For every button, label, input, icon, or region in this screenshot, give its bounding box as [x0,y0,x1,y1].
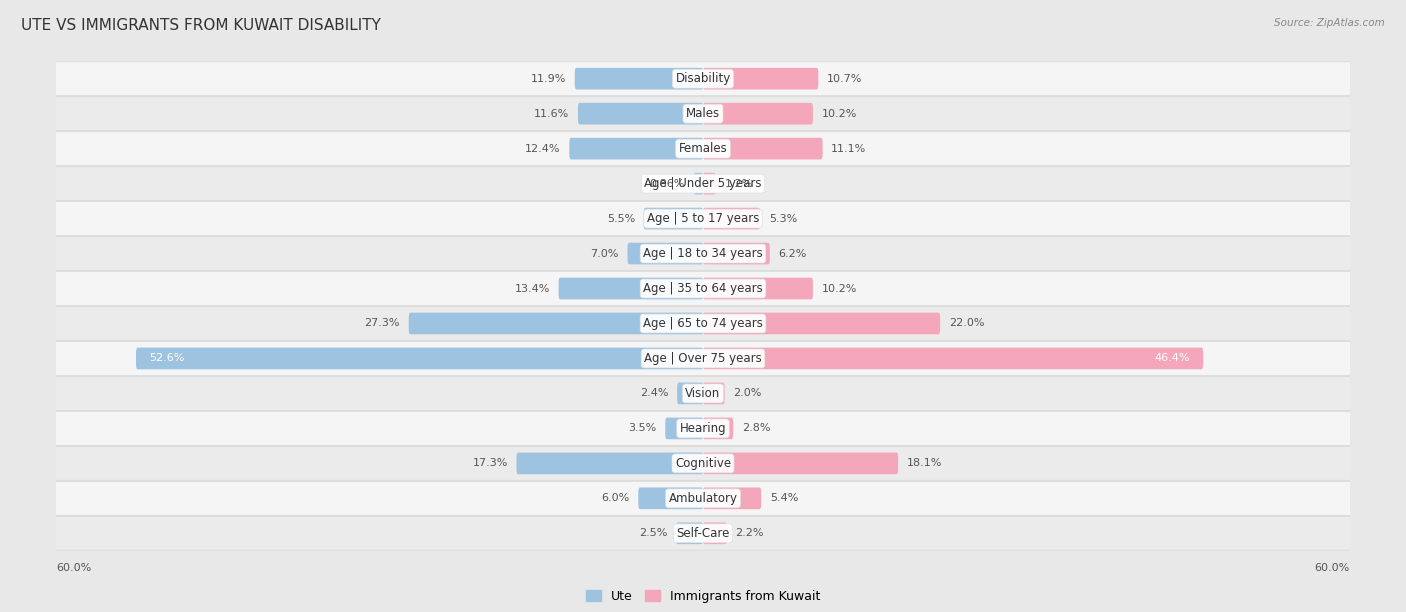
Text: Ambulatory: Ambulatory [668,492,738,505]
Text: Self-Care: Self-Care [676,527,730,540]
FancyBboxPatch shape [13,132,1393,165]
FancyBboxPatch shape [703,348,1204,369]
FancyBboxPatch shape [13,341,1393,375]
Text: Disability: Disability [675,72,731,85]
FancyBboxPatch shape [703,173,716,195]
FancyBboxPatch shape [644,207,703,230]
FancyBboxPatch shape [13,97,1393,130]
Text: 6.0%: 6.0% [602,493,630,503]
Text: Age | 5 to 17 years: Age | 5 to 17 years [647,212,759,225]
FancyBboxPatch shape [638,488,703,509]
FancyBboxPatch shape [676,523,703,544]
Text: 11.1%: 11.1% [831,144,866,154]
Text: 2.0%: 2.0% [733,389,762,398]
FancyBboxPatch shape [703,243,770,264]
Text: 52.6%: 52.6% [149,354,184,364]
Legend: Ute, Immigrants from Kuwait: Ute, Immigrants from Kuwait [586,590,820,603]
Text: Source: ZipAtlas.com: Source: ZipAtlas.com [1274,18,1385,28]
Text: 2.5%: 2.5% [640,528,668,539]
FancyBboxPatch shape [678,382,703,405]
Text: 13.4%: 13.4% [515,283,550,294]
FancyBboxPatch shape [558,278,703,299]
Text: 22.0%: 22.0% [949,318,984,329]
Text: 10.7%: 10.7% [827,73,862,84]
Text: 27.3%: 27.3% [364,318,401,329]
FancyBboxPatch shape [409,313,703,334]
FancyBboxPatch shape [703,488,761,509]
Text: Vision: Vision [685,387,721,400]
Text: Age | 35 to 64 years: Age | 35 to 64 years [643,282,763,295]
FancyBboxPatch shape [693,173,703,195]
Text: 12.4%: 12.4% [526,144,561,154]
FancyBboxPatch shape [703,138,823,160]
FancyBboxPatch shape [13,202,1393,236]
Text: Females: Females [679,142,727,155]
FancyBboxPatch shape [13,447,1393,480]
Text: 10.2%: 10.2% [821,283,856,294]
FancyBboxPatch shape [136,348,703,369]
Text: 2.2%: 2.2% [735,528,763,539]
Text: 17.3%: 17.3% [472,458,508,468]
Text: Males: Males [686,107,720,120]
FancyBboxPatch shape [13,517,1393,550]
Text: 18.1%: 18.1% [907,458,942,468]
FancyBboxPatch shape [13,376,1393,410]
FancyBboxPatch shape [703,313,941,334]
FancyBboxPatch shape [627,243,703,264]
Text: 11.9%: 11.9% [530,73,567,84]
Text: 10.2%: 10.2% [821,109,856,119]
FancyBboxPatch shape [13,307,1393,340]
Text: 5.3%: 5.3% [769,214,797,223]
Text: Age | Over 75 years: Age | Over 75 years [644,352,762,365]
FancyBboxPatch shape [703,103,813,124]
FancyBboxPatch shape [703,68,818,89]
FancyBboxPatch shape [13,62,1393,95]
FancyBboxPatch shape [13,167,1393,200]
FancyBboxPatch shape [703,382,724,405]
Text: 60.0%: 60.0% [1315,563,1350,573]
Text: Age | Under 5 years: Age | Under 5 years [644,177,762,190]
Text: 5.4%: 5.4% [770,493,799,503]
Text: 5.5%: 5.5% [607,214,636,223]
FancyBboxPatch shape [516,452,703,474]
Text: 0.86%: 0.86% [650,179,685,188]
FancyBboxPatch shape [703,452,898,474]
Text: 46.4%: 46.4% [1154,354,1191,364]
FancyBboxPatch shape [703,278,813,299]
Text: 2.8%: 2.8% [742,424,770,433]
Text: 3.5%: 3.5% [628,424,657,433]
FancyBboxPatch shape [13,272,1393,305]
Text: UTE VS IMMIGRANTS FROM KUWAIT DISABILITY: UTE VS IMMIGRANTS FROM KUWAIT DISABILITY [21,18,381,34]
Text: 1.2%: 1.2% [724,179,754,188]
FancyBboxPatch shape [703,207,761,230]
FancyBboxPatch shape [13,482,1393,515]
Text: Age | 18 to 34 years: Age | 18 to 34 years [643,247,763,260]
Text: Hearing: Hearing [679,422,727,435]
FancyBboxPatch shape [13,237,1393,271]
Text: 2.4%: 2.4% [640,389,668,398]
Text: 60.0%: 60.0% [56,563,91,573]
FancyBboxPatch shape [665,417,703,439]
FancyBboxPatch shape [703,417,733,439]
Text: 6.2%: 6.2% [779,248,807,258]
Text: Age | 65 to 74 years: Age | 65 to 74 years [643,317,763,330]
Text: Cognitive: Cognitive [675,457,731,470]
FancyBboxPatch shape [569,138,703,160]
FancyBboxPatch shape [703,523,727,544]
FancyBboxPatch shape [578,103,703,124]
FancyBboxPatch shape [575,68,703,89]
Text: 11.6%: 11.6% [534,109,569,119]
Text: 7.0%: 7.0% [591,248,619,258]
FancyBboxPatch shape [13,412,1393,445]
